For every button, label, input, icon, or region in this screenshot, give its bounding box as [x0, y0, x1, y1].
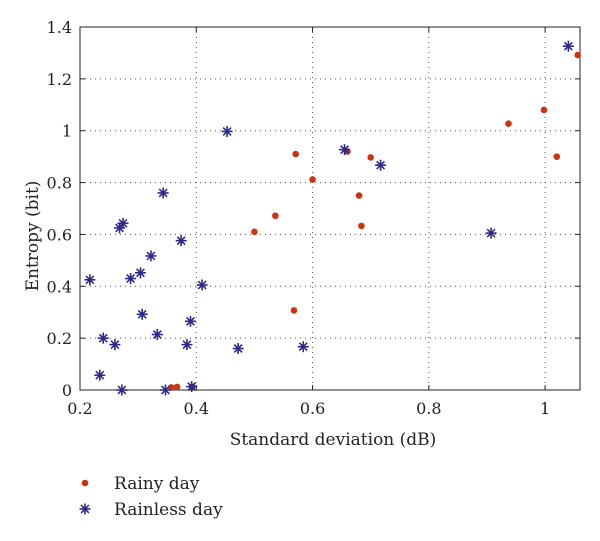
- legend-marker-rainy-day: [81, 479, 89, 487]
- y-tick-label: 0.2: [47, 329, 72, 348]
- y-tick-label: 1.4: [47, 18, 72, 37]
- grid-lines: [80, 27, 580, 390]
- data-point-rainless-day: [151, 329, 163, 341]
- x-tick-label: 0.2: [67, 399, 92, 418]
- x-tick-label: 0.8: [416, 399, 441, 418]
- y-tick-label: 1.2: [47, 70, 72, 89]
- legend: Rainy day Rainless day: [79, 474, 223, 520]
- data-point-rainless-day: [196, 279, 208, 291]
- data-point-rainless-day: [134, 267, 146, 279]
- data-point-rainy-day: [292, 150, 299, 158]
- data-point-rainy-day: [505, 120, 512, 128]
- x-tick-label: 1: [540, 399, 550, 418]
- legend-marker-rainless-day: [79, 503, 91, 515]
- data-point-rainless-day: [175, 235, 187, 247]
- data-point-rainy-day: [173, 383, 181, 391]
- data-point-rainless-day: [145, 250, 157, 262]
- data-point-rainless-day: [297, 341, 309, 353]
- y-tick-label: 0.8: [47, 174, 72, 193]
- data-point-rainy-day: [290, 307, 298, 314]
- data-point-rainless-day: [186, 381, 198, 393]
- data-point-rainless-day: [84, 274, 96, 286]
- x-axis-title: Standard deviation (dB): [230, 430, 437, 450]
- legend-label-rainy-day: Rainy day: [114, 474, 200, 494]
- data-point-rainless-day: [157, 187, 169, 199]
- data-point-rainless-day: [109, 339, 121, 351]
- data-point-rainless-day: [232, 343, 244, 355]
- data-point-rainy-day: [358, 222, 365, 230]
- data-point-rainy-day: [574, 51, 581, 59]
- x-tick-label: 0.4: [184, 399, 209, 418]
- data-point-rainless-day: [159, 384, 171, 396]
- data-point-rainless-day: [375, 159, 387, 171]
- data-point-rainless-day: [117, 217, 129, 229]
- data-point-rainless-day: [339, 144, 351, 156]
- data-point-rainless-day: [221, 125, 233, 137]
- y-tick-label: 1: [62, 122, 72, 141]
- axis-ticks: [79, 26, 580, 391]
- legend-label-rainless-day: Rainless day: [114, 500, 223, 520]
- data-point-rainless-day: [97, 332, 109, 344]
- data-point-rainless-day: [181, 339, 193, 351]
- data-point-rainless-day: [184, 315, 196, 327]
- x-tick-label: 0.6: [300, 399, 325, 418]
- data-point-rainless-day: [116, 384, 128, 396]
- data-point-rainless-day: [136, 308, 148, 320]
- data-point-rainless-day: [94, 369, 106, 381]
- data-point-rainy-day: [251, 228, 258, 236]
- data-point-rainy-day: [167, 384, 175, 391]
- y-axis-title: Entropy (bit): [23, 181, 43, 292]
- data-point-rainless-day: [125, 273, 137, 285]
- y-tick-label: 0.4: [47, 277, 72, 296]
- data-point-rainy-day: [355, 192, 363, 199]
- data-point-rainy-day: [309, 176, 316, 183]
- plot-frame: [79, 26, 581, 391]
- tick-labels: 0.2 0.4 0.6 0.8 100.20.40.60.811.21.4: [47, 18, 551, 418]
- data-points: [84, 40, 581, 396]
- legend-star-icon: [79, 503, 91, 515]
- data-point-rainy-day: [367, 154, 374, 161]
- data-point-rainless-day: [562, 40, 574, 52]
- data-point-rainy-day: [272, 212, 279, 220]
- data-point-rainy-day: [540, 106, 548, 114]
- y-tick-label: 0: [62, 381, 72, 400]
- data-point-rainy-day: [553, 153, 561, 160]
- data-point-rainless-day: [485, 227, 497, 239]
- legend-dot-icon: [81, 479, 89, 487]
- y-tick-label: 0.6: [47, 225, 72, 244]
